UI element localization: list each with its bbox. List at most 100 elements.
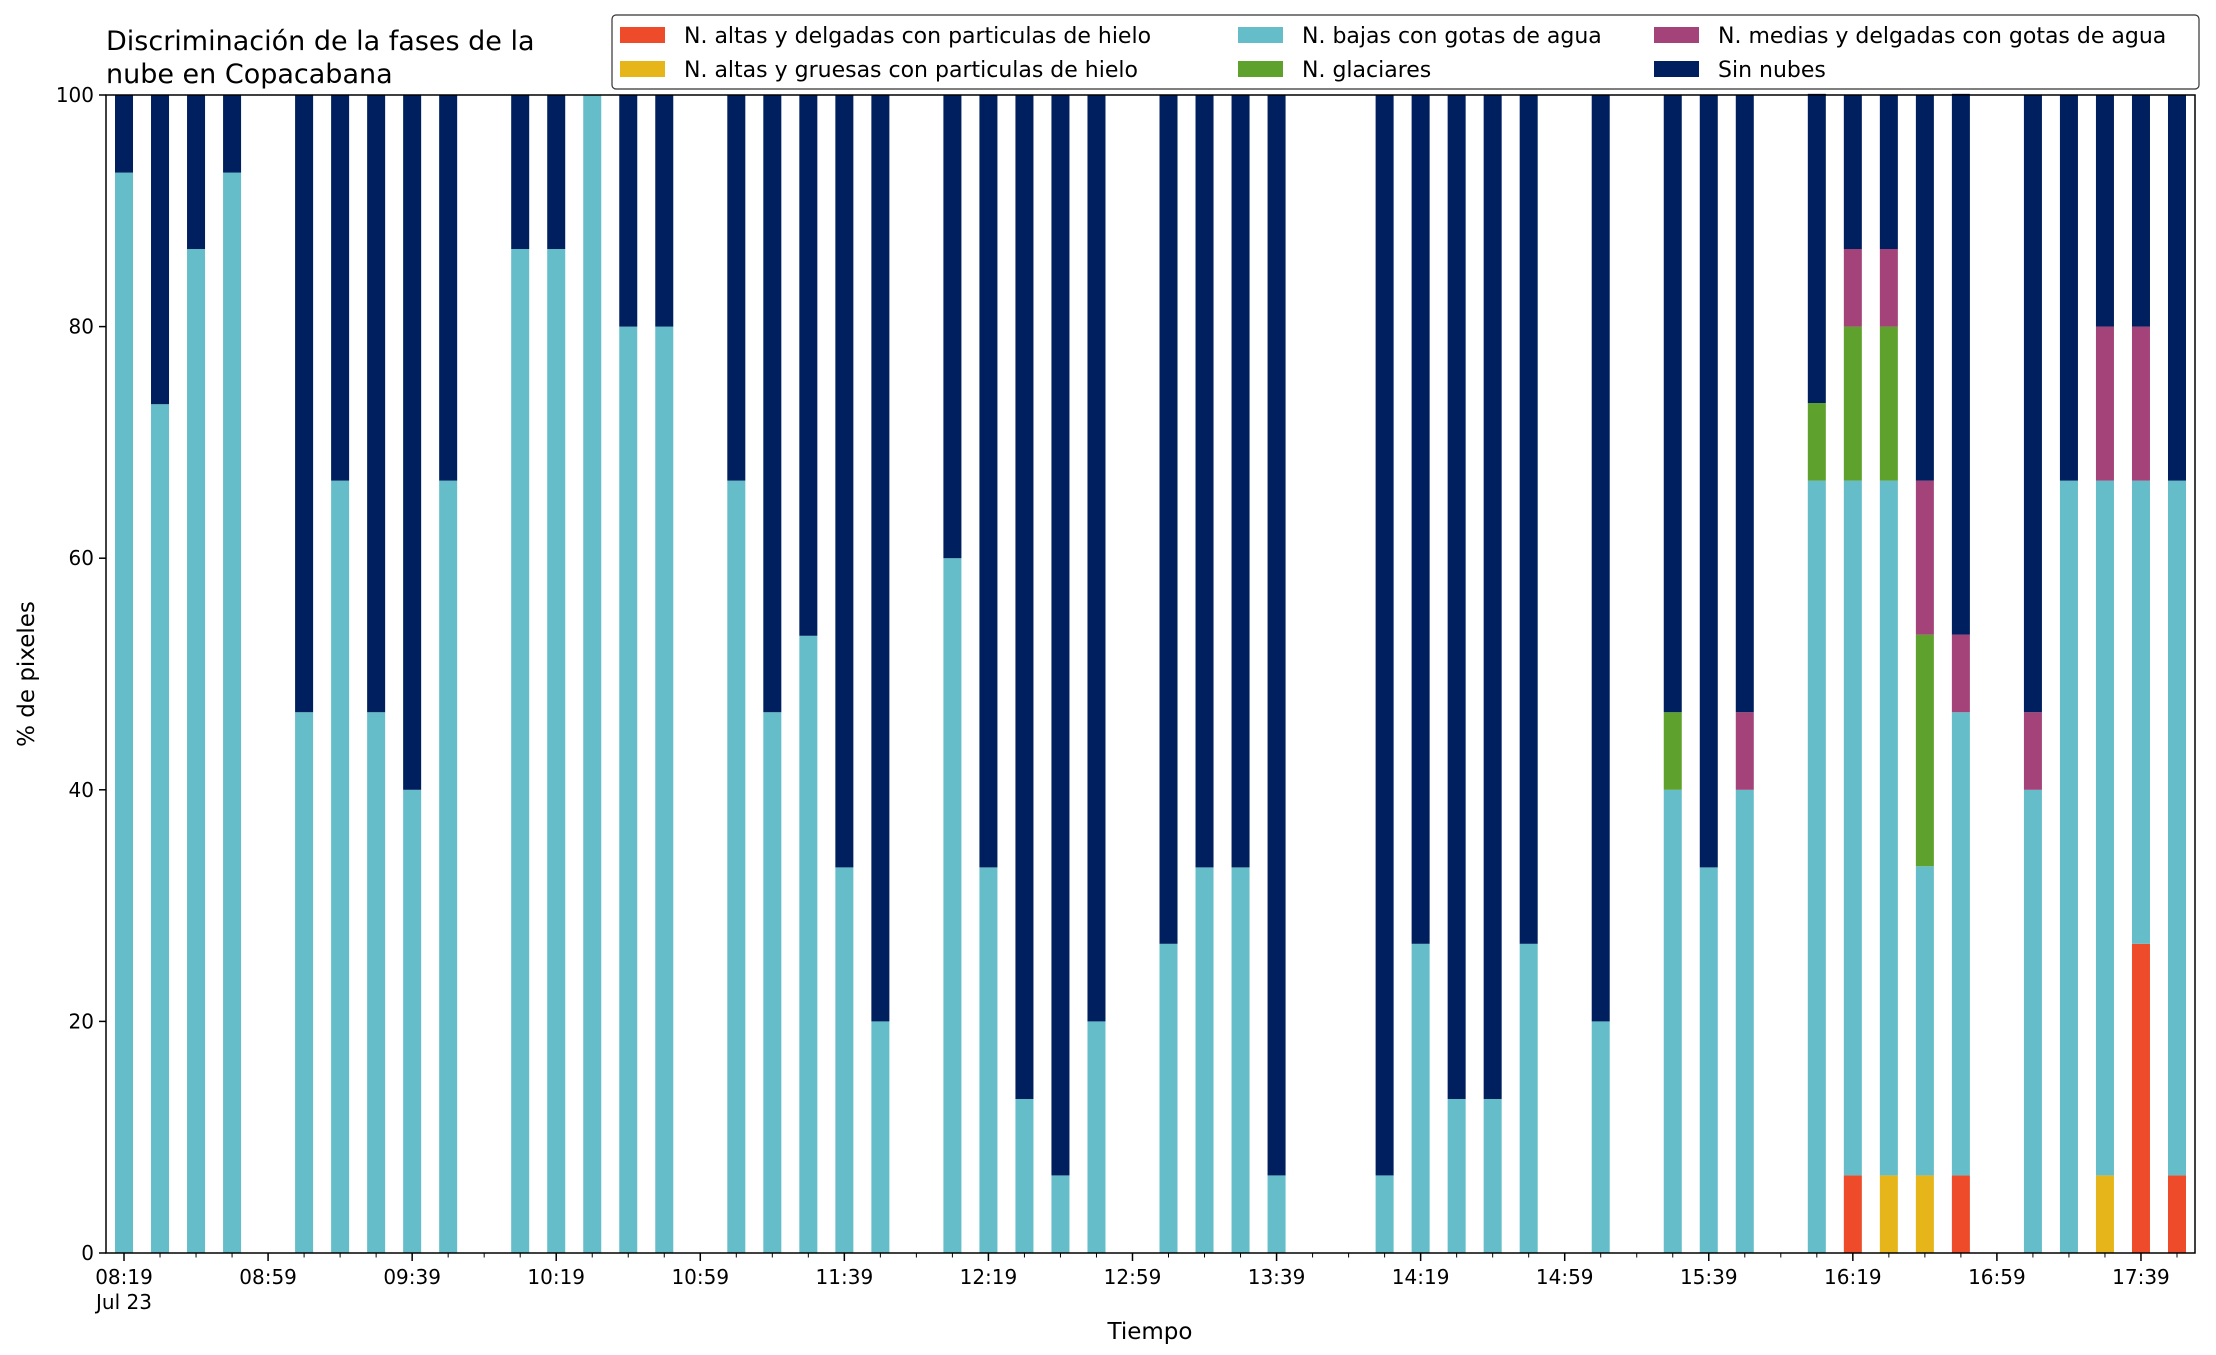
bar-segment <box>151 95 170 405</box>
bar-segment <box>1915 866 1934 1176</box>
legend-swatch <box>1238 27 1283 43</box>
bar-segment <box>403 789 422 1253</box>
x-tick-sublabel: Jul 23 <box>94 1290 152 1314</box>
y-axis-label: % de pixeles <box>14 601 40 747</box>
bar-segment <box>295 712 314 1253</box>
legend-label: N. glaciares <box>1302 58 1431 83</box>
bar-segment <box>511 249 530 1253</box>
bar-segment <box>331 480 350 1253</box>
bar-segment <box>1267 95 1286 1176</box>
bar-segment <box>1879 95 1898 250</box>
bar-segment <box>1807 403 1826 481</box>
legend-label: N. altas y delgadas con particulas de hi… <box>684 24 1151 49</box>
bar-segment <box>1699 867 1718 1253</box>
bar-segment <box>1915 1175 1934 1253</box>
bar-segment <box>1951 1175 1970 1253</box>
bar-segment <box>2167 95 2186 481</box>
x-tick-label: 15:39 <box>1680 1265 1738 1289</box>
legend-swatch <box>620 27 665 43</box>
chart-title-line-1: Discriminación de la fases de la <box>106 26 535 57</box>
bar-segment <box>1879 249 1898 327</box>
bar-segment <box>1015 1098 1034 1253</box>
bar-segment <box>2095 95 2114 327</box>
bar-segment <box>727 95 746 481</box>
legend-box <box>611 14 2200 90</box>
bar-segment <box>1411 943 1430 1253</box>
y-tick-label: 20 <box>69 1009 94 1033</box>
x-tick-label: 09:39 <box>383 1265 441 1289</box>
bar-segment <box>1735 712 1754 790</box>
bar-segment <box>727 480 746 1253</box>
bar-segment <box>1843 1175 1862 1253</box>
bar-segment <box>979 95 998 868</box>
bar-segment <box>1951 712 1970 1176</box>
bar-segment <box>1159 95 1178 944</box>
bar-segment <box>1231 95 1250 868</box>
bar-segment <box>2131 326 2150 481</box>
bar-segment <box>2023 95 2042 713</box>
bar-segment <box>2095 480 2114 1176</box>
bar-segment <box>1879 1175 1898 1253</box>
bar-segment <box>1735 789 1754 1253</box>
x-tick-label: 12:59 <box>1104 1265 1162 1289</box>
bar-segment <box>2131 95 2150 327</box>
bar-segment <box>799 95 818 636</box>
y-tick-label: 60 <box>69 546 94 570</box>
x-tick-label: 10:59 <box>671 1265 729 1289</box>
bar-segment <box>943 558 962 1253</box>
legend-swatch <box>1238 61 1283 77</box>
bar-segment <box>511 95 530 250</box>
bar-segment <box>2059 95 2078 481</box>
bar-segment <box>2095 326 2114 481</box>
bar-segment <box>151 404 170 1253</box>
bar-segment <box>1519 943 1538 1253</box>
bar-segment <box>1843 480 1862 1176</box>
x-tick-label: 14:19 <box>1392 1265 1450 1289</box>
bar-segment <box>619 95 638 327</box>
legend-swatch <box>620 61 665 77</box>
bar-segment <box>871 1021 890 1253</box>
bar-segment <box>115 95 134 173</box>
x-tick-label: 14:59 <box>1536 1265 1594 1289</box>
bar-segment <box>403 95 422 790</box>
legend-label: N. altas y gruesas con particulas de hie… <box>684 58 1138 83</box>
legend: N. altas y delgadas con particulas de hi… <box>611 14 2200 90</box>
bar-segment <box>1267 1175 1286 1253</box>
bar-segment <box>583 95 602 1253</box>
y-tick-label: 40 <box>69 778 94 802</box>
bar-segment <box>1015 95 1034 1099</box>
y-tick-label: 0 <box>81 1241 94 1265</box>
bar-segment <box>2059 480 2078 1253</box>
legend-swatch <box>1654 61 1699 77</box>
bar-segment <box>547 249 566 1253</box>
bar-segment <box>1051 1175 1070 1253</box>
bar-segment <box>439 95 458 481</box>
x-tick-label: 08:59 <box>239 1265 297 1289</box>
bar-segment <box>1915 95 1934 481</box>
bar-segment <box>1591 1021 1610 1253</box>
bar-segment <box>1519 95 1538 944</box>
bar-segment <box>1375 1175 1394 1253</box>
bar-segment <box>547 95 566 250</box>
bar-segment <box>871 95 890 1022</box>
bar-segment <box>1231 867 1250 1253</box>
bar-segment <box>1195 867 1214 1253</box>
y-tick-label: 80 <box>69 315 94 339</box>
x-tick-label: 08:19 <box>95 1265 153 1289</box>
bar-segment <box>1195 95 1214 868</box>
bar-segment <box>619 326 638 1254</box>
bar-segment <box>1159 943 1178 1253</box>
bar-segment <box>1663 789 1682 1253</box>
bar-segment <box>331 95 350 481</box>
bar-segment <box>799 635 818 1253</box>
bar-segment <box>1807 480 1826 1253</box>
bar-segment <box>763 95 782 713</box>
bar-segment <box>1951 634 1970 713</box>
bar-segment <box>763 712 782 1253</box>
plot-frame <box>105 94 2196 1254</box>
bar-segment <box>2131 480 2150 944</box>
bar-segment <box>943 95 962 559</box>
bar-segment <box>1483 1098 1502 1253</box>
y-axis: 0 20 40 60 80 100 <box>56 83 106 1265</box>
